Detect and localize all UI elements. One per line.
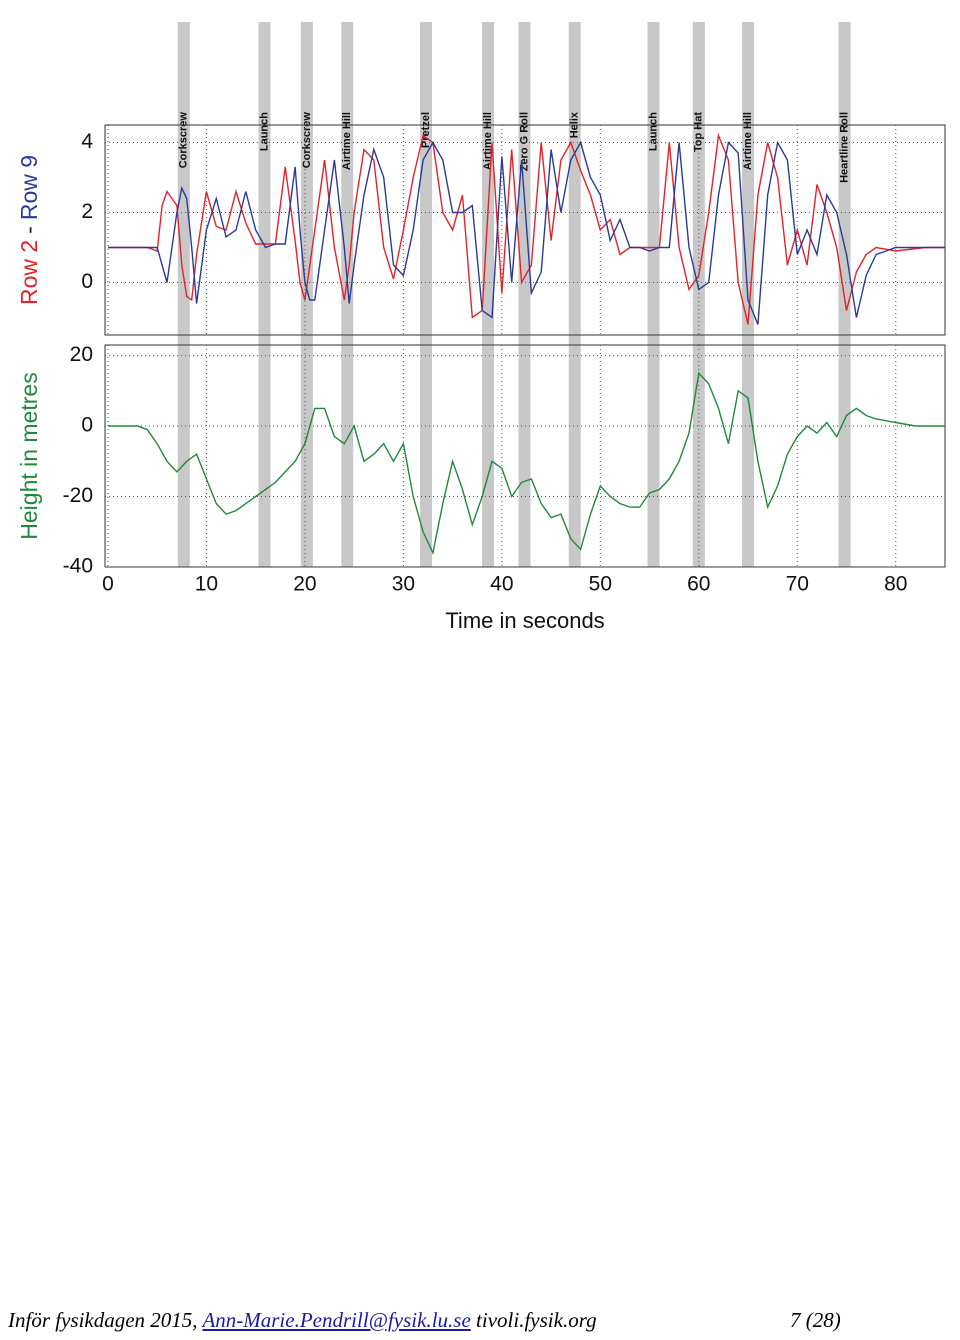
annotation-band [692,22,705,567]
email-link[interactable]: Ann-Marie.Pendrill@fysik.lu.se [202,1308,471,1332]
x-axis-label: Time in seconds [445,608,604,633]
site: tivoli.fysik.org [476,1308,597,1332]
annotation-label: Heartline Roll [838,112,850,183]
annotation-label: Airtime Hill [482,112,494,170]
x-tick-label: 80 [884,573,907,596]
x-tick-label: 0 [102,573,114,596]
y-tick-label: 20 [70,343,93,366]
data-line [108,371,945,556]
annotation-label: Top Hat [693,112,705,152]
x-tick-label: 40 [490,573,513,596]
annotation-label: Corkscrew [178,112,190,169]
y-tick-label: -40 [63,555,93,578]
annotation-label: Corkscrew [301,112,313,169]
annotation-band [341,22,354,567]
annotation-label: Zero G Roll [518,112,530,171]
y-tick-label: -20 [63,484,93,507]
y-axis-label: Height in metres [16,372,42,539]
label-separator: - [16,226,42,234]
y-tick-label: 4 [81,130,93,153]
footer-text: Inför fysikdagen 2015, [8,1308,198,1332]
footer: Inför fysikdagen 2015, Ann-Marie.Pendril… [8,1308,948,1333]
annotation-band [300,22,313,567]
x-tick-label: 20 [293,573,316,596]
annotation-band [177,22,190,567]
x-tick-label: 70 [786,573,809,596]
annotation-label: Airtime Hill [742,112,754,170]
page-number: 7 (28) [790,1308,841,1332]
annotation-band [568,22,581,567]
annotation-band [258,22,271,567]
x-tick-label: 10 [195,573,218,596]
annotation-band [420,22,433,567]
legend-entry: Row 9 [16,155,42,220]
figure: Corkscrew Launch Corkscrew Airtime Hill Pret… [16,22,946,633]
x-tick-label: 60 [687,573,710,596]
annotation-band [647,22,660,567]
annotation-band [482,22,495,567]
y-tick-label: 2 [81,200,93,223]
annotation-band [518,22,531,567]
legend-entry: Row 2 [16,240,42,305]
plot-area [104,124,946,336]
annotation-label: Launch [258,112,270,151]
x-tick-label: 30 [392,573,415,596]
y-tick-label: 0 [81,270,93,293]
annotation-label: Launch [647,112,659,151]
y-tick-label: 0 [81,414,93,437]
x-tick-label: 50 [589,573,612,596]
data-line [108,132,945,325]
data-line [108,140,945,325]
annotation-label: Airtime Hill [341,112,353,170]
y-axis-label: Row 2 - Row 9 [16,155,42,305]
